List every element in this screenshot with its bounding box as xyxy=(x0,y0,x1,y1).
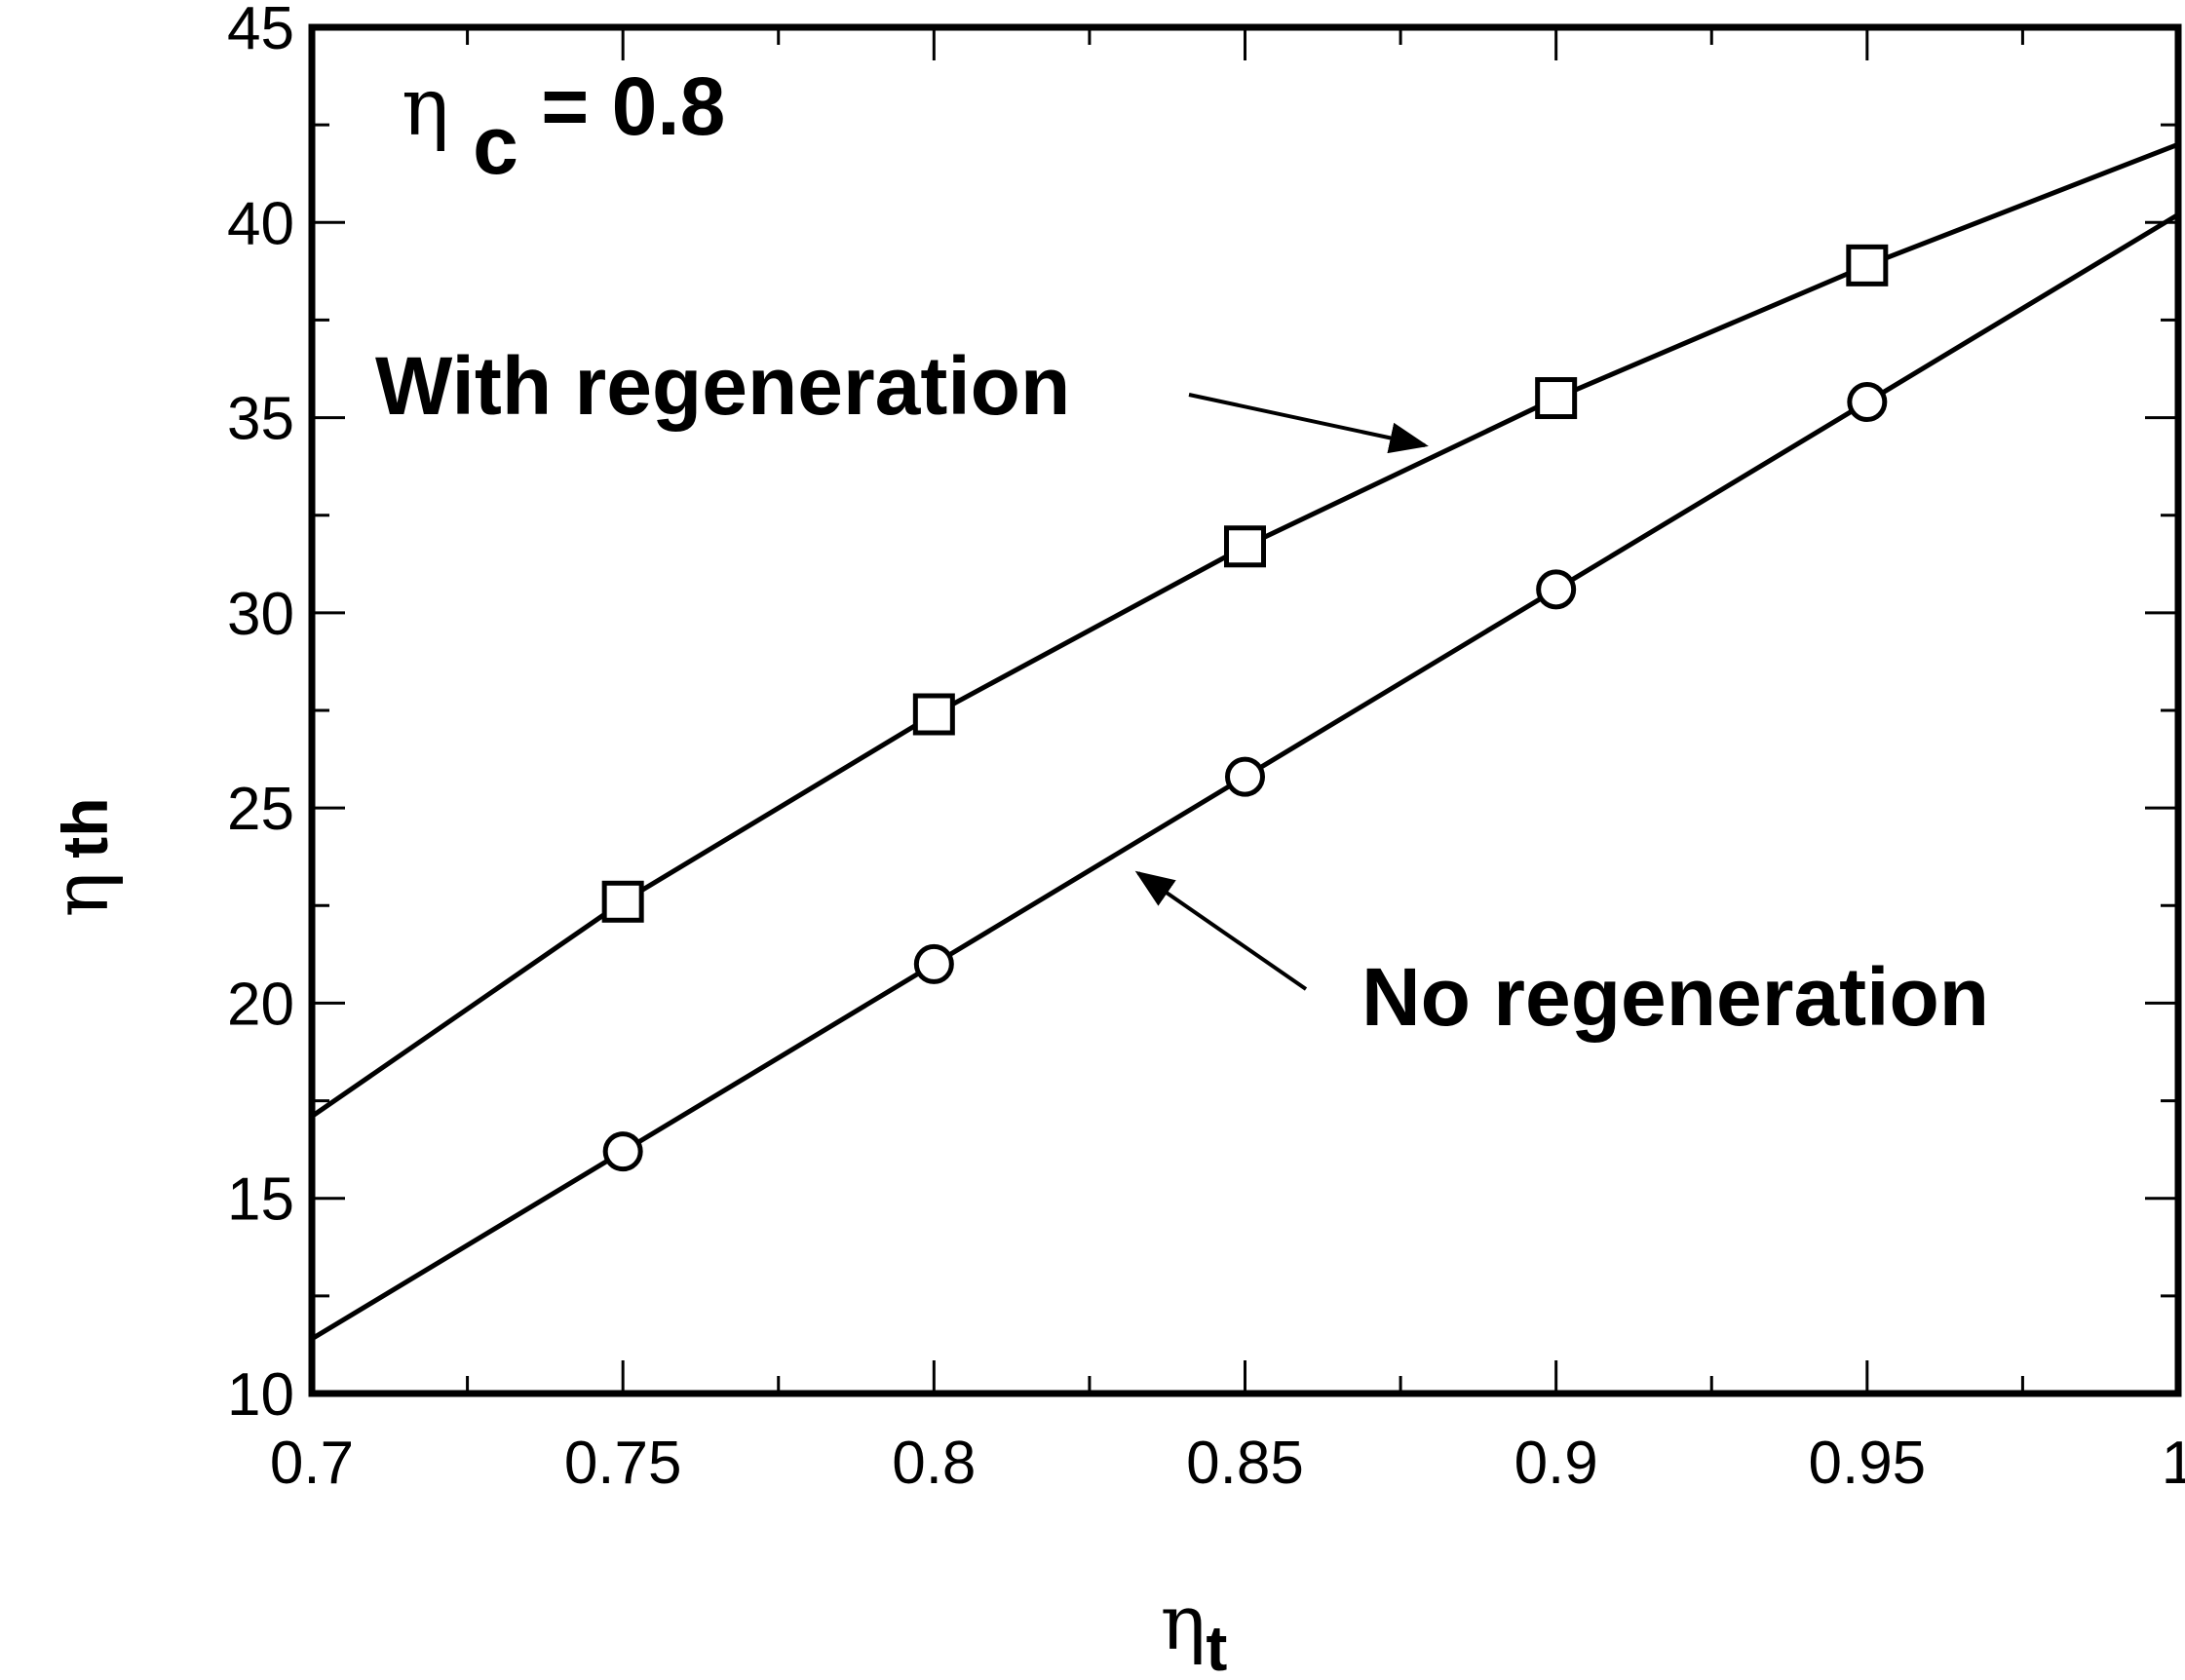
x-axis-title: ηt xyxy=(1161,1580,1228,1675)
ticks: 0.7 0.75 0.8 0.85 0.9 0.95 1 10 15 20 25 30 35 40 45 xyxy=(227,0,2185,1497)
data-point-square xyxy=(1846,244,1889,286)
y-tick-label: 35 xyxy=(227,386,294,453)
x-tick-label: 0.75 xyxy=(564,1430,682,1497)
x-axis-symbol: η xyxy=(1161,1580,1207,1667)
axes xyxy=(308,23,2182,1397)
data-point-circle xyxy=(602,1131,643,1172)
eta-c-subscript: c xyxy=(473,99,518,191)
x-tick-label: 0.85 xyxy=(1186,1430,1304,1497)
y-tick-label: 40 xyxy=(227,190,294,257)
with-regeneration-arrow xyxy=(1188,393,1429,454)
eta-c-symbol: η xyxy=(402,61,449,154)
data-point-square xyxy=(1224,525,1266,568)
y-tick-label: 45 xyxy=(227,0,294,62)
data-point-circle xyxy=(1847,382,1888,423)
data-point-square xyxy=(601,880,644,923)
y-tick-label: 25 xyxy=(227,776,294,843)
y-axis-symbol: η xyxy=(38,872,126,918)
series-group xyxy=(310,141,2180,1342)
with-regeneration-label: With regeneration xyxy=(375,340,1070,432)
eta-c-value: = 0.8 xyxy=(518,60,726,152)
x-tick-label: 0.8 xyxy=(892,1430,976,1497)
data-point-square xyxy=(1535,377,1578,420)
plot-frame xyxy=(308,23,2182,1397)
data-point-circle xyxy=(1225,756,1265,797)
y-axis-title: η th xyxy=(38,797,126,917)
data-point-square xyxy=(912,693,955,736)
no-regeneration-arrow xyxy=(1134,870,1308,991)
y-tick-label: 20 xyxy=(227,971,294,1038)
no-regeneration-label: No regeneration xyxy=(1361,951,1989,1043)
y-tick-label: 15 xyxy=(227,1166,294,1234)
y-axis-subscript: th xyxy=(49,797,121,858)
x-tick-label: 0.7 xyxy=(270,1430,354,1497)
data-point-circle xyxy=(1536,569,1577,610)
x-axis-subscript: t xyxy=(1206,1612,1227,1675)
y-tick-label: 10 xyxy=(227,1361,294,1429)
y-tick-label: 30 xyxy=(227,581,294,648)
x-tick-label: 1 xyxy=(2162,1430,2185,1497)
x-tick-label: 0.95 xyxy=(1808,1430,1926,1497)
data-point-circle xyxy=(913,943,954,984)
x-tick-label: 0.9 xyxy=(1514,1430,1598,1497)
